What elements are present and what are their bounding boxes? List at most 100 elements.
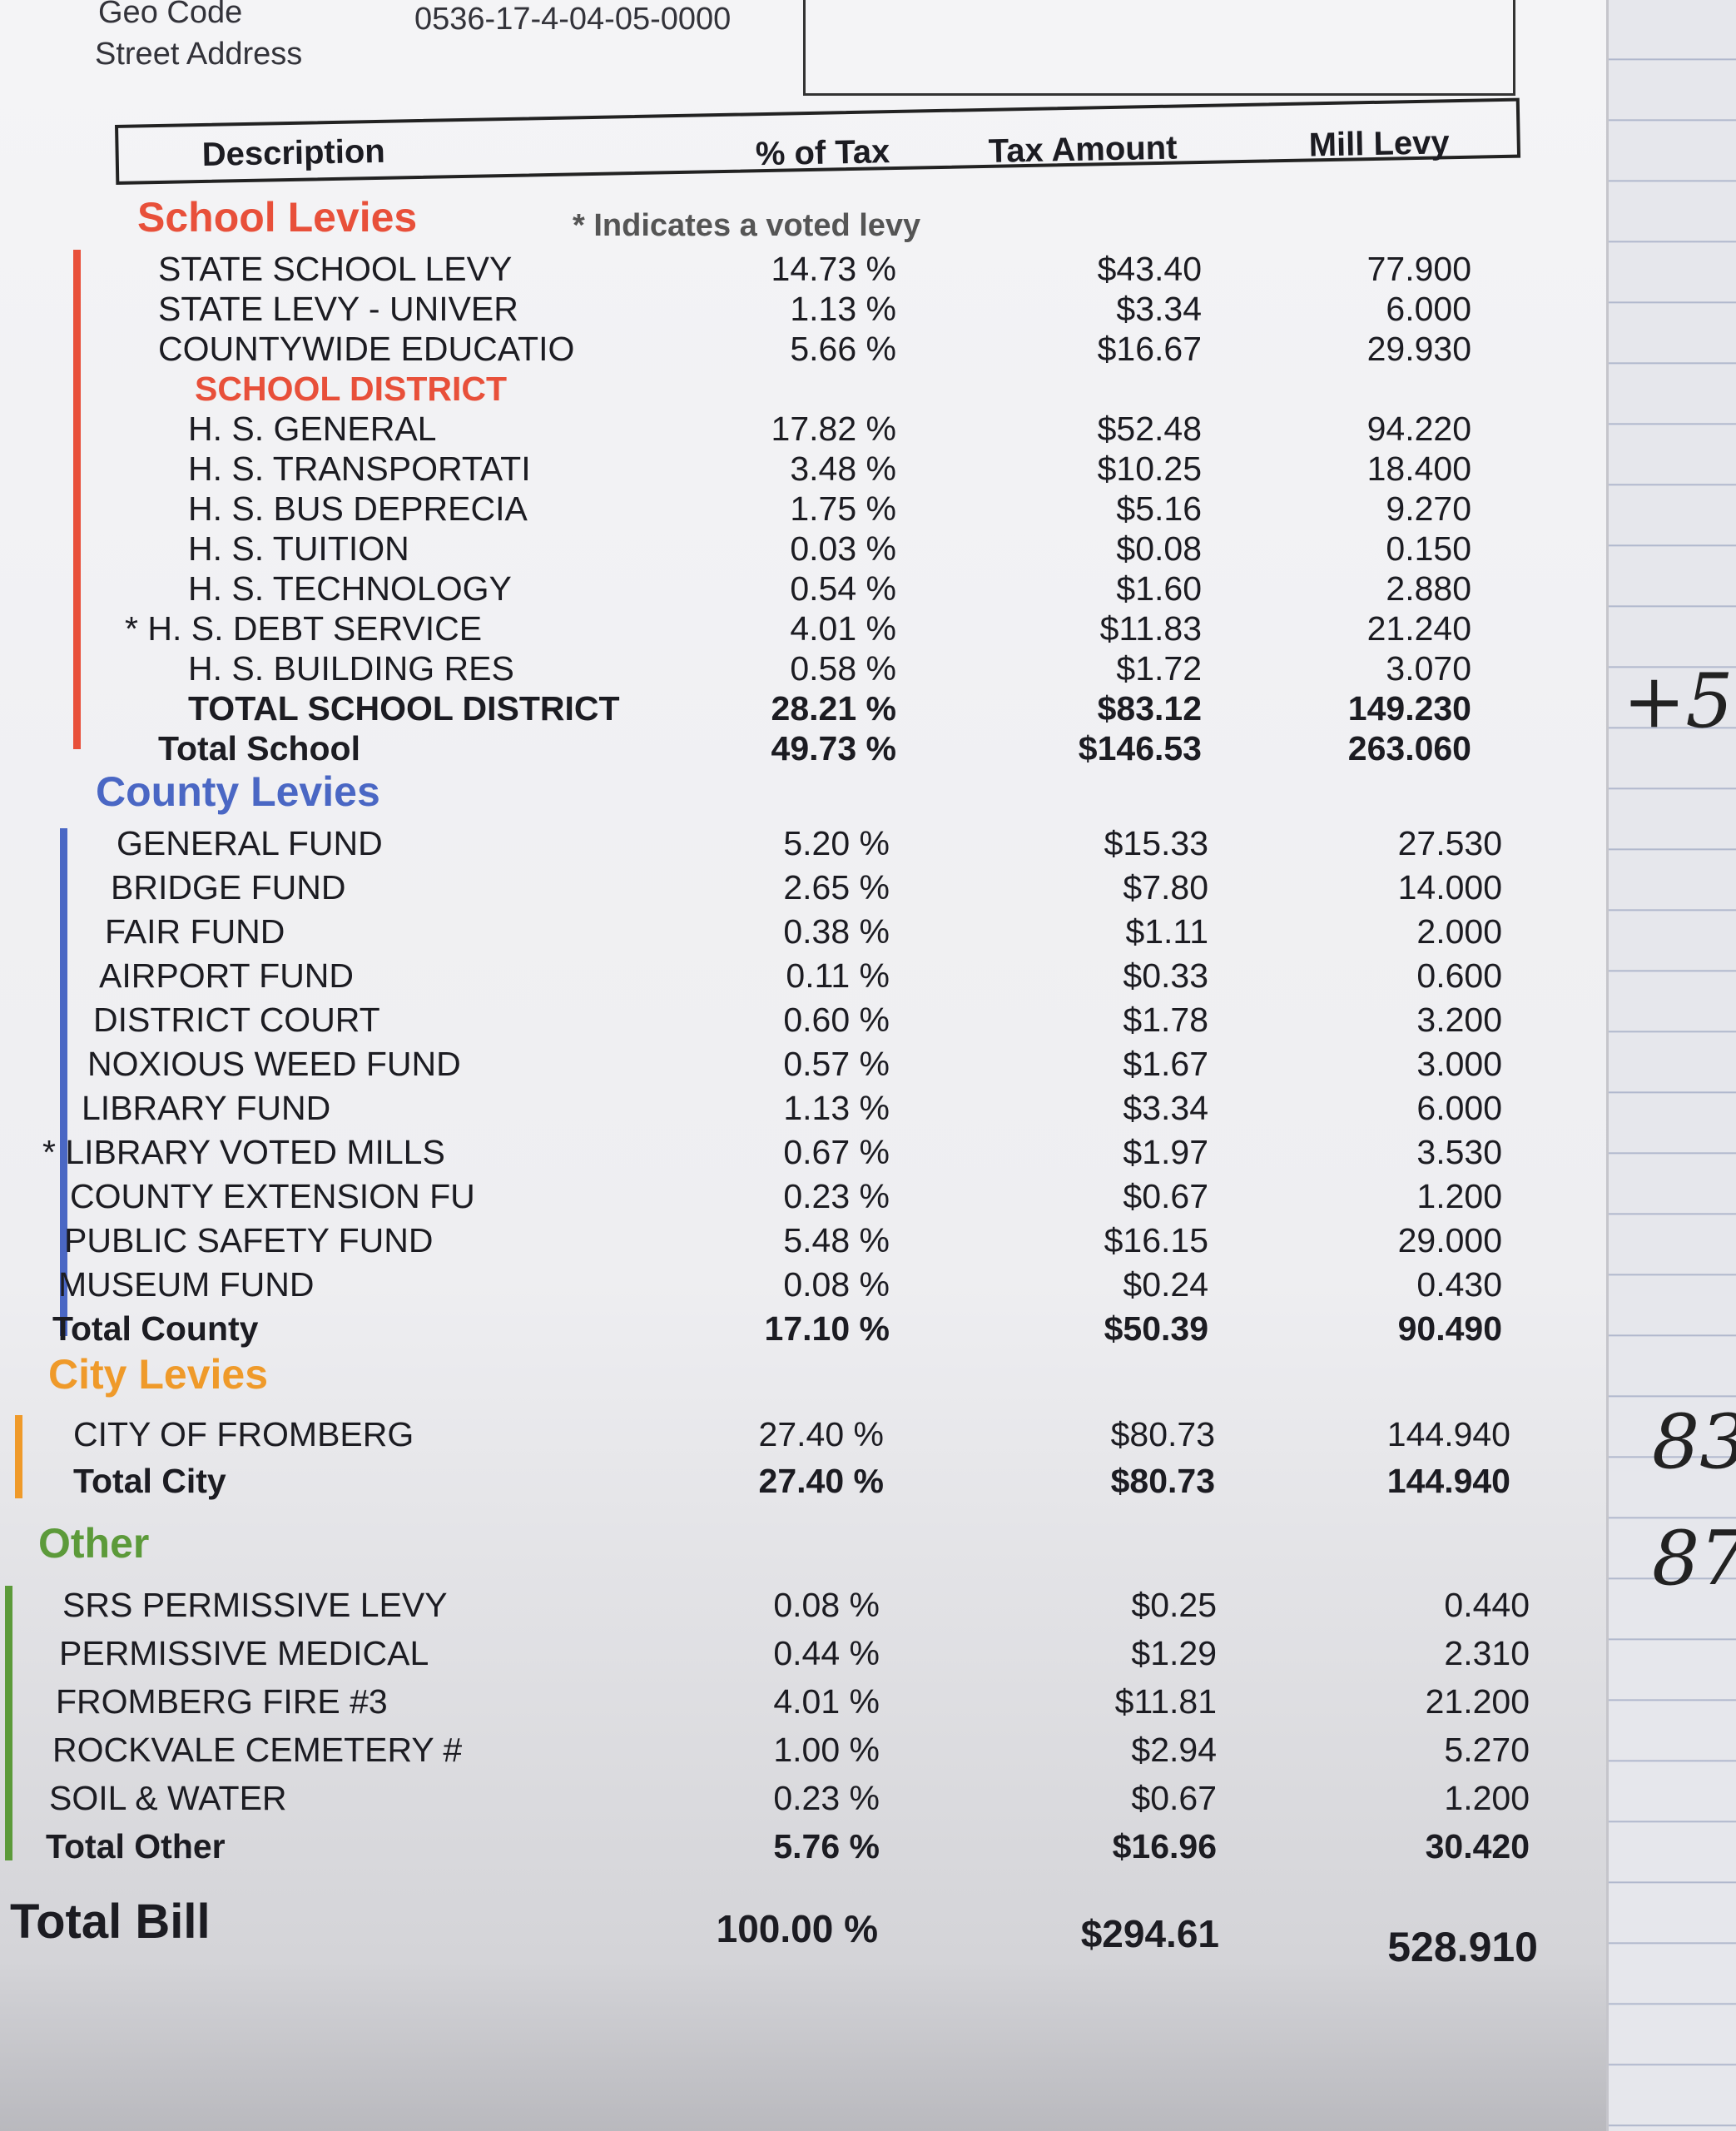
total-row: TOTAL SCHOOL DISTRICT 28.21 % $83.12 149.23… [0, 689, 1581, 729]
levy-description: COUNTY EXTENSION FU [70, 1177, 475, 1215]
levy-description: LIBRARY FUND [82, 1089, 331, 1127]
levy-tax-amount: $1.29 [1131, 1634, 1217, 1672]
handwritten-note: +5 [1623, 658, 1734, 745]
levy-mill: 27.530 [1397, 824, 1502, 862]
levy-description: H. S. TUITION [188, 529, 409, 568]
levy-pct: 49.73 % [771, 729, 896, 767]
levy-description: COUNTYWIDE EDUCATIO [158, 330, 575, 368]
levy-description: Total Other [46, 1827, 226, 1865]
levy-description: SCHOOL DISTRICT [195, 370, 508, 408]
levy-row: NOXIOUS WEED FUND 0.57 % $1.67 3.000 [0, 1045, 1581, 1085]
section-color-bar [5, 1586, 12, 1860]
levy-description: DISTRICT COURT [93, 1001, 380, 1039]
total-bill-mill: 528.910 [1387, 1924, 1538, 1970]
levy-mill: 3.530 [1416, 1133, 1502, 1171]
levy-mill: 30.420 [1425, 1827, 1530, 1865]
levy-tax-amount: $2.94 [1131, 1731, 1217, 1769]
levy-mill: 2.000 [1416, 912, 1502, 951]
levy-mill: 144.940 [1386, 1415, 1510, 1453]
levy-row: COUNTYWIDE EDUCATIO 5.66 % $16.67 29.930 [0, 330, 1581, 370]
total-bill-pct: 100.00 % [716, 1907, 878, 1950]
levy-mill: 29.930 [1366, 330, 1471, 368]
pct-header: % of Tax [755, 133, 890, 173]
section-title-other: Other [38, 1520, 150, 1567]
levy-description: FROMBERG FIRE #3 [56, 1682, 388, 1721]
levy-tax-amount: $1.60 [1116, 569, 1202, 608]
levy-mill: 149.230 [1347, 689, 1471, 728]
levy-mill: 144.940 [1386, 1462, 1510, 1500]
levy-row: BRIDGE FUND 2.65 % $7.80 14.000 [0, 868, 1581, 908]
levy-description: TOTAL SCHOOL DISTRICT [188, 689, 620, 728]
mill-header: Mill Levy [1308, 124, 1451, 164]
levy-tax-amount: $16.67 [1097, 330, 1202, 368]
levy-description: H. S. TECHNOLOGY [188, 569, 512, 608]
total-row: Total County 17.10 % $50.39 90.490 [0, 1309, 1581, 1349]
levy-tax-amount: $83.12 [1097, 689, 1202, 728]
levy-mill: 0.150 [1386, 529, 1471, 568]
levy-mill: 3.200 [1416, 1001, 1502, 1039]
geo-code-value: 0536-17-4-04-05-0000 [414, 2, 732, 37]
levy-tax-amount: $1.97 [1123, 1133, 1208, 1171]
levy-description: STATE SCHOOL LEVY [158, 250, 513, 288]
tax-bill-paper: Geo Code 0536-17-4-04-05-0000 Street Add… [0, 0, 1606, 2131]
levy-mill: 90.490 [1397, 1309, 1502, 1348]
levy-mill: 1.200 [1444, 1779, 1530, 1817]
levy-mill: 29.000 [1397, 1221, 1502, 1259]
levy-pct: 0.11 % [786, 956, 890, 995]
levy-description: PERMISSIVE MEDICAL [59, 1634, 429, 1672]
levy-description: Total County [52, 1309, 259, 1348]
levy-pct: 14.73 % [771, 250, 896, 288]
total-row: Total School 49.73 % $146.53 263.060 [0, 729, 1581, 769]
levy-pct: 0.67 % [783, 1133, 890, 1171]
section-title-school: School Levies [137, 194, 418, 241]
levy-tax-amount: $1.78 [1123, 1001, 1208, 1039]
levy-pct: 4.01 % [773, 1682, 880, 1721]
levy-row: STATE SCHOOL LEVY 14.73 % $43.40 77.900 [0, 250, 1581, 290]
section-title-county: County Levies [96, 768, 380, 815]
section-color-bar [73, 250, 81, 749]
levy-pct: 0.08 % [773, 1586, 880, 1624]
levy-row: SRS PERMISSIVE LEVY 0.08 % $0.25 0.440 [0, 1586, 1581, 1626]
levy-description: MUSEUM FUND [58, 1265, 315, 1304]
levy-row: MUSEUM FUND 0.08 % $0.24 0.430 [0, 1265, 1581, 1305]
levy-description: BRIDGE FUND [111, 868, 346, 907]
levy-tax-amount: $80.73 [1110, 1415, 1215, 1453]
levy-pct: 4.01 % [790, 609, 896, 648]
levy-pct: 17.82 % [771, 410, 896, 448]
levy-mill: 0.440 [1444, 1586, 1530, 1624]
levy-tax-amount: $15.33 [1104, 824, 1208, 862]
levy-mill: 18.400 [1366, 450, 1471, 488]
geo-code-label: Geo Code [98, 0, 243, 30]
levy-tax-amount: $16.96 [1112, 1827, 1217, 1865]
levy-tax-amount: $146.53 [1078, 729, 1202, 767]
levy-mill: 3.000 [1416, 1045, 1502, 1083]
levy-tax-amount: $50.39 [1104, 1309, 1208, 1348]
levy-tax-amount: $43.40 [1097, 250, 1202, 288]
levy-mill: 21.240 [1366, 609, 1471, 648]
levy-tax-amount: $5.16 [1116, 489, 1202, 528]
levy-tax-amount: $0.08 [1116, 529, 1202, 568]
levy-row: STATE LEVY - UNIVER 1.13 % $3.34 6.000 [0, 290, 1581, 330]
levy-pct: 0.54 % [790, 569, 896, 608]
levy-pct: 1.75 % [790, 489, 896, 528]
levy-mill: 77.900 [1366, 250, 1471, 288]
levy-tax-amount: $1.67 [1123, 1045, 1208, 1083]
levy-row: CITY OF FROMBERG 27.40 % $80.73 144.940 [0, 1415, 1581, 1455]
levy-mill: 14.000 [1397, 868, 1502, 907]
levy-tax-amount: $11.83 [1099, 609, 1202, 648]
levy-pct: 5.20 % [783, 824, 890, 862]
levy-tax-amount: $7.80 [1123, 868, 1208, 907]
levy-tax-amount: $1.72 [1116, 649, 1202, 688]
levy-pct: 0.08 % [783, 1265, 890, 1304]
levy-description: STATE LEVY - UNIVER [158, 290, 518, 328]
levy-description: H. S. GENERAL [188, 410, 437, 448]
levy-description: * H. S. DEBT SERVICE [125, 609, 483, 648]
levy-description: Total City [73, 1462, 226, 1500]
levy-row: * H. S. DEBT SERVICE 4.01 % $11.83 21.240 [0, 609, 1581, 649]
section-color-bar [15, 1415, 22, 1498]
section-title-city: City Levies [48, 1351, 269, 1398]
levy-row: AIRPORT FUND 0.11 % $0.33 0.600 [0, 956, 1581, 996]
levy-mill: 3.070 [1386, 649, 1471, 688]
levy-tax-amount: $0.24 [1123, 1265, 1208, 1304]
levy-pct: 1.13 % [783, 1089, 890, 1127]
